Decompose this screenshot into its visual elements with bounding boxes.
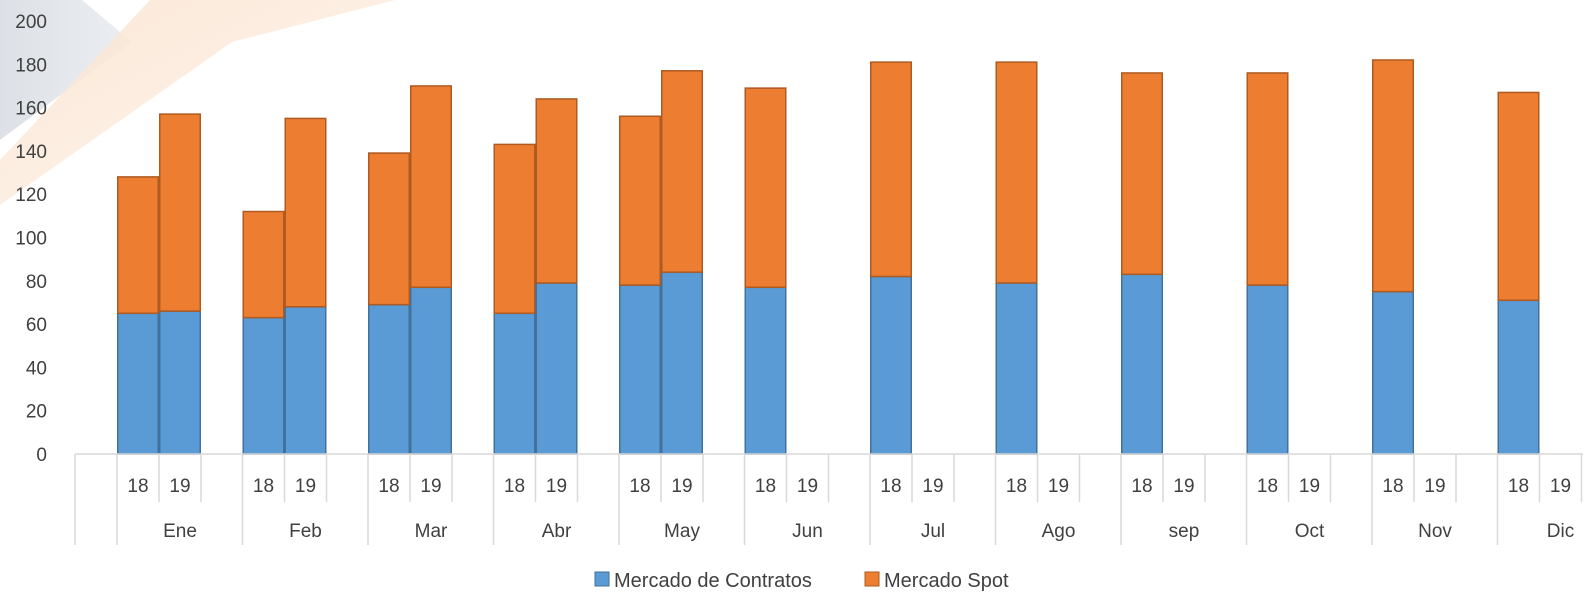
- x-month-label: Dic: [1547, 521, 1574, 542]
- bar-contratos-nov-18: [1372, 290, 1414, 455]
- x-year-label: 19: [1424, 476, 1445, 497]
- bar-contratos-may-18: [619, 284, 661, 455]
- y-tick-label: 0: [36, 445, 47, 466]
- bar-spot-jun-18: [744, 87, 787, 289]
- x-month-label: Nov: [1418, 521, 1452, 542]
- bar-spot-may-19: [661, 70, 703, 273]
- x-year-label: 19: [546, 476, 567, 497]
- x-month-label: Jun: [792, 521, 823, 542]
- bar-spot-ene-18: [117, 176, 159, 315]
- bar-spot-abr-18: [493, 143, 536, 315]
- x-axis: 18 19 Ene 18 19 Feb 18 19 Mar 18 19 Abr 18 19 May 18 19 J…: [74, 453, 1583, 545]
- x-year-label: 18: [1257, 476, 1278, 497]
- x-month-label: Feb: [289, 521, 322, 542]
- bar-contratos-oct-18: [1246, 284, 1289, 455]
- x-year-label: 19: [797, 476, 818, 497]
- bar-contratos-jun-18: [744, 286, 787, 455]
- bar-contratos-ene-18: [117, 312, 159, 455]
- x-month-label: Mar: [415, 521, 448, 542]
- y-tick-label: 120: [15, 185, 47, 206]
- bar-contratos-dic-18: [1497, 299, 1540, 455]
- bar-contratos-abr-19: [535, 282, 578, 455]
- x-year-label: 18: [1508, 476, 1529, 497]
- x-year-label: 18: [755, 476, 776, 497]
- bar-spot-may-18: [619, 115, 661, 286]
- x-year-label: 18: [127, 476, 148, 497]
- y-tick-label: 40: [26, 358, 47, 379]
- y-tick-label: 160: [15, 99, 47, 120]
- legend-swatch: [594, 571, 610, 587]
- bar-contratos-feb-18: [242, 316, 285, 455]
- bar-contratos-may-19: [661, 271, 703, 455]
- legend-swatch: [864, 571, 880, 587]
- x-month-label: Ene: [163, 521, 197, 542]
- bar-spot-sep-18: [1121, 72, 1163, 276]
- bars: [117, 59, 1540, 455]
- y-tick-label: 140: [15, 142, 47, 163]
- x-year-label: 19: [169, 476, 190, 497]
- x-year-label: 19: [1048, 476, 1069, 497]
- y-tick-label: 80: [26, 272, 47, 293]
- x-year-label: 18: [1382, 476, 1403, 497]
- x-year-label: 18: [629, 476, 650, 497]
- legend-label: Mercado Spot: [884, 570, 1009, 592]
- bar-spot-mar-18: [368, 152, 410, 306]
- y-tick-label: 60: [26, 315, 47, 336]
- background-watermark: [0, 0, 395, 205]
- x-year-label: 18: [1131, 476, 1152, 497]
- legend-label: Mercado de Contratos: [614, 570, 812, 592]
- bar-spot-feb-18: [242, 210, 285, 319]
- bar-spot-ago-18: [995, 61, 1038, 284]
- x-month-label: Oct: [1295, 521, 1325, 542]
- bar-spot-mar-19: [410, 85, 452, 289]
- x-month-label: Abr: [542, 521, 572, 542]
- legend: Mercado de Contratos Mercado Spot: [594, 570, 1009, 592]
- x-month-label: Jul: [921, 521, 945, 542]
- y-axis: 0 20 40 60 80 100 120 140 160 180 200: [15, 12, 47, 466]
- x-month-label: Ago: [1042, 521, 1076, 542]
- x-year-label: 18: [1006, 476, 1027, 497]
- bar-contratos-sep-18: [1121, 273, 1163, 455]
- x-year-label: 19: [420, 476, 441, 497]
- bar-spot-dic-18: [1497, 91, 1540, 302]
- x-year-label: 19: [1550, 476, 1571, 497]
- bar-contratos-feb-19: [284, 306, 327, 455]
- bar-spot-feb-19: [284, 117, 327, 308]
- bar-spot-abr-19: [535, 98, 578, 284]
- x-month-label: sep: [1169, 521, 1200, 542]
- x-year-label: 18: [378, 476, 399, 497]
- y-tick-label: 100: [15, 229, 47, 250]
- bar-spot-jul-18: [870, 61, 912, 278]
- y-tick-label: 180: [15, 55, 47, 76]
- bar-spot-oct-18: [1246, 72, 1289, 286]
- x-year-label: 19: [1173, 476, 1194, 497]
- x-month-label: May: [664, 521, 700, 542]
- bar-contratos-mar-19: [410, 286, 452, 455]
- x-year-label: 18: [880, 476, 901, 497]
- x-year-label: 18: [504, 476, 525, 497]
- x-year-label: 19: [922, 476, 943, 497]
- y-tick-label: 20: [26, 402, 47, 423]
- x-year-label: 18: [253, 476, 274, 497]
- bar-spot-nov-18: [1372, 59, 1414, 293]
- x-year-label: 19: [671, 476, 692, 497]
- bar-contratos-mar-18: [368, 303, 410, 455]
- x-year-label: 19: [1299, 476, 1320, 497]
- bar-spot-ene-19: [159, 113, 201, 312]
- bar-contratos-ago-18: [995, 282, 1038, 455]
- bar-contratos-jul-18: [870, 275, 912, 455]
- bar-contratos-ene-19: [159, 310, 201, 455]
- y-tick-label: 200: [15, 12, 47, 33]
- bar-contratos-abr-18: [493, 312, 536, 455]
- x-year-label: 19: [295, 476, 316, 497]
